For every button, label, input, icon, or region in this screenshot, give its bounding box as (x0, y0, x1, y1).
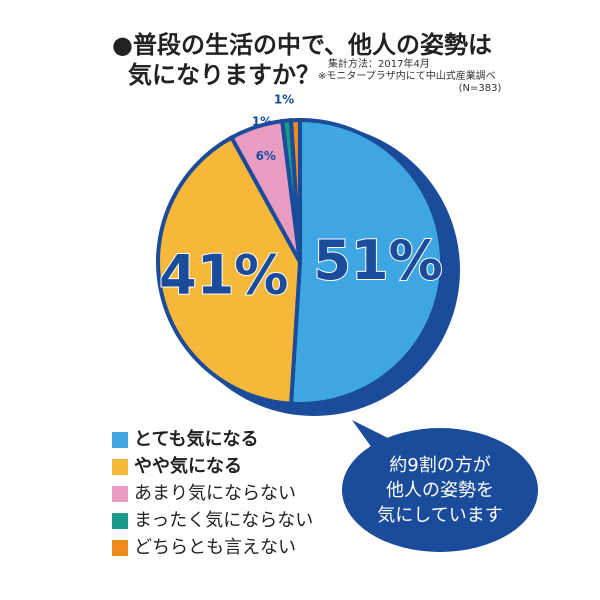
legend-swatch (112, 513, 128, 529)
pie-slice (288, 117, 444, 406)
legend-swatch (112, 459, 128, 475)
legend-label: まったく気にならない (134, 510, 313, 531)
note: (N=383) (459, 83, 502, 94)
bubble-tail (352, 420, 392, 448)
legend-label: とても気になる (134, 428, 259, 450)
legend-swatch (112, 432, 128, 448)
annotation: 気にしています (377, 505, 502, 526)
legend-label: やや気になる (134, 455, 242, 477)
data-label: 1% (274, 93, 294, 107)
note: 集計方法：2017年4月 (328, 57, 430, 70)
data-label: 6% (256, 149, 276, 163)
annotation: 他人の姿勢を (386, 480, 494, 501)
chart-title: 気になりますか？ (128, 61, 320, 89)
data-label: 41% (159, 244, 288, 307)
chart-title: ●普段の生活の中で、他人の姿勢は (112, 31, 492, 59)
data-label: 1% (252, 115, 272, 129)
legend-label: どちらとも言えない (134, 537, 296, 558)
legend-label: あまり気にならない (134, 483, 296, 504)
pie-slice (156, 134, 303, 406)
legend-swatch (112, 540, 128, 556)
annotation-bubble (342, 428, 538, 552)
legend-swatch (112, 486, 128, 502)
note: ※モニタープラザ内にて中山式産業調べ (318, 69, 496, 82)
data-label: 51% (313, 229, 442, 292)
pie-slice (288, 117, 302, 263)
annotation: 約9割の方が (389, 455, 490, 476)
